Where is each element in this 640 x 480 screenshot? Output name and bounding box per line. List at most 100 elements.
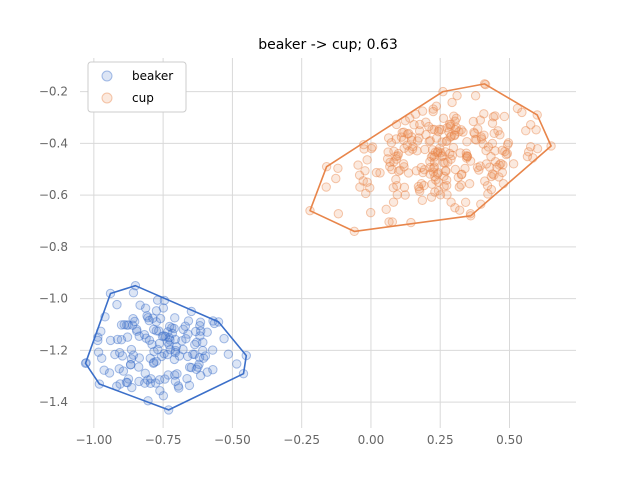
point-beaker — [181, 334, 191, 344]
point-cup — [436, 148, 446, 158]
point-cup — [447, 97, 457, 108]
point-beaker — [117, 351, 128, 361]
point-cup — [461, 148, 472, 158]
point-beaker — [112, 334, 123, 345]
point-cup — [480, 176, 490, 186]
legend-marker-cup — [101, 92, 113, 104]
point-beaker — [104, 368, 115, 378]
point-cup — [479, 109, 489, 119]
legend-label-cup: cup — [132, 91, 154, 105]
point-beaker — [149, 346, 159, 357]
point-beaker — [154, 326, 164, 336]
point-cup — [441, 175, 452, 185]
point-beaker — [151, 306, 162, 316]
point-cup — [469, 127, 479, 138]
point-cup — [361, 188, 371, 199]
tick-labels: −1.00 −0.75 −0.50 −0.25 0.00 0.25 0.50 −1.4 −1.2… — [39, 85, 523, 447]
point-beaker — [148, 358, 159, 368]
point-cup — [402, 129, 413, 139]
point-cup — [431, 175, 441, 185]
point-cup — [464, 179, 475, 189]
point-cup — [425, 169, 435, 179]
point-cup — [441, 136, 451, 147]
point-cup — [333, 163, 343, 173]
point-beaker — [125, 360, 136, 370]
point-beaker — [128, 313, 138, 324]
point-cup — [431, 101, 442, 111]
point-cup — [399, 127, 409, 137]
point-beaker — [174, 351, 185, 361]
point-cup — [426, 152, 437, 162]
point-cup — [446, 154, 456, 164]
point-cup — [430, 147, 441, 157]
x-tick-label: −0.25 — [283, 433, 320, 447]
point-beaker — [147, 339, 157, 350]
point-cup — [381, 204, 391, 215]
point-cup — [425, 162, 435, 173]
y-tick-label: −0.2 — [39, 85, 68, 99]
point-cup — [450, 164, 461, 175]
point-cup — [442, 136, 452, 146]
point-cup — [476, 132, 486, 142]
point-cup — [443, 157, 453, 167]
point-cup — [396, 132, 407, 142]
point-beaker — [122, 332, 133, 342]
point-cup — [462, 151, 473, 162]
point-cup — [490, 146, 500, 156]
point-cup — [430, 171, 440, 182]
point-cup — [383, 133, 394, 143]
point-beaker — [159, 349, 169, 359]
point-beaker — [195, 320, 205, 331]
point-cup — [433, 126, 444, 137]
point-cup — [462, 151, 472, 162]
point-beaker — [198, 337, 208, 348]
point-cup — [409, 120, 419, 130]
point-beaker — [183, 351, 193, 362]
point-beaker — [178, 324, 189, 335]
point-cup — [359, 144, 369, 154]
point-cup — [408, 141, 418, 152]
point-cup — [366, 143, 377, 154]
point-cup — [472, 162, 483, 173]
point-cup — [375, 168, 385, 178]
data-points — [80, 79, 556, 415]
point-cup — [489, 170, 499, 180]
point-beaker — [118, 366, 129, 376]
point-cup — [465, 156, 476, 166]
point-cup — [419, 165, 430, 175]
point-beaker — [170, 347, 181, 358]
point-cup — [494, 160, 504, 170]
point-cup — [500, 146, 510, 157]
x-tick-label: 0.00 — [358, 433, 385, 447]
point-cup — [488, 112, 499, 122]
point-cup — [444, 127, 454, 137]
point-cup — [426, 192, 437, 202]
point-cup — [525, 120, 536, 130]
x-tick-label: 0.50 — [496, 433, 523, 447]
point-cup — [430, 187, 440, 197]
point-beaker — [198, 345, 208, 356]
point-cup — [391, 151, 401, 162]
point-beaker — [200, 351, 211, 361]
point-cup — [395, 165, 405, 175]
point-cup — [429, 162, 440, 172]
point-cup — [421, 130, 431, 140]
point-cup — [434, 124, 445, 135]
point-cup — [414, 184, 424, 194]
point-cup — [492, 162, 502, 172]
point-cup — [442, 123, 452, 133]
point-cup — [502, 148, 513, 159]
point-beaker — [195, 326, 206, 336]
point-cup — [532, 143, 543, 154]
point-beaker — [191, 326, 201, 337]
point-cup — [454, 182, 464, 192]
point-beaker — [202, 367, 212, 377]
point-cup — [446, 197, 456, 207]
point-cup — [444, 119, 455, 129]
legend-label-beaker: beaker — [132, 69, 173, 83]
y-tick-label: −1.0 — [39, 292, 68, 306]
point-cup — [521, 126, 531, 136]
point-cup — [432, 147, 443, 158]
point-cup — [475, 161, 485, 171]
point-cup — [360, 166, 370, 176]
